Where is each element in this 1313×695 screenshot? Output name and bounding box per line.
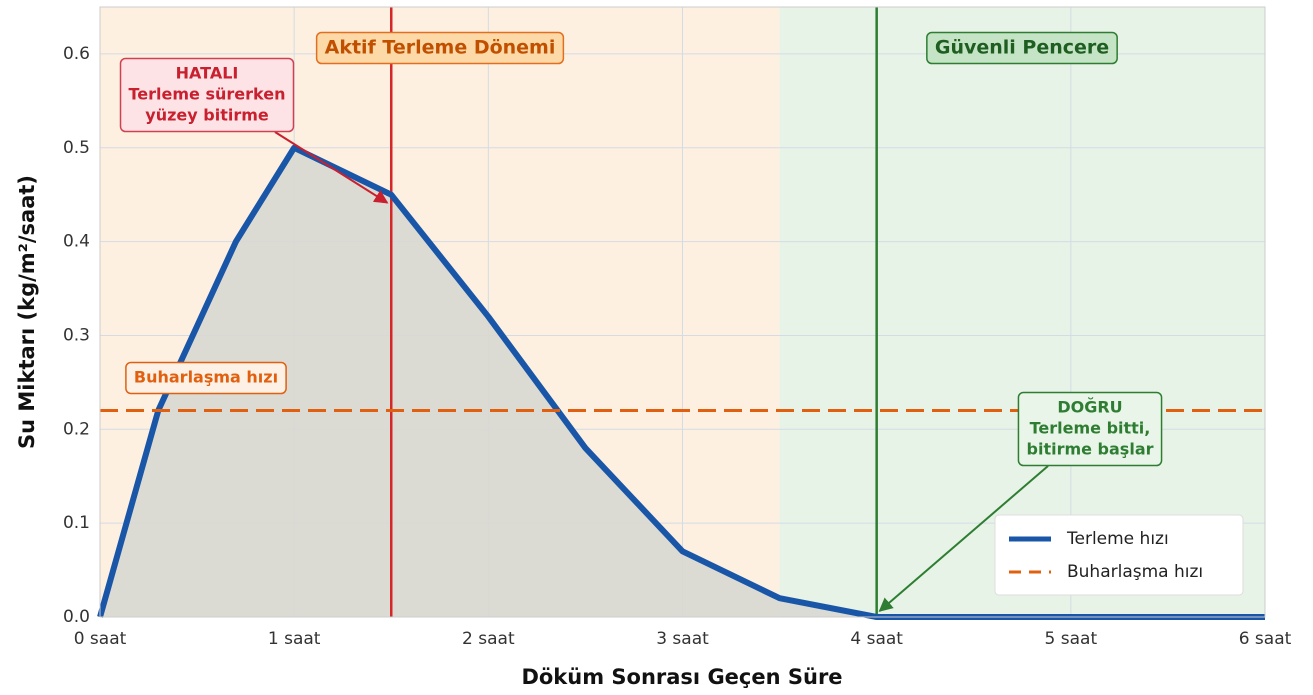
plot-frame — [99, 6, 1266, 618]
x-tick-label: 6 saat — [1239, 629, 1292, 649]
x-tick-label: 4 saat — [850, 629, 903, 649]
y-tick-label: 0.5 — [63, 138, 90, 158]
region-label: Aktif Terleme Dönemi — [315, 31, 565, 65]
annotation-text: Terleme sürerken — [129, 85, 286, 104]
region-label-box — [926, 31, 1118, 65]
y-tick-label: 0.1 — [63, 513, 90, 533]
y-tick-label: 0.3 — [63, 325, 90, 345]
region-label-box — [315, 31, 565, 65]
annotation-text: HATALI — [176, 64, 239, 83]
annotation-text: Terleme bitti, — [1030, 419, 1151, 438]
annotation-text: DOĞRU — [1057, 398, 1122, 417]
x-tick-label: 3 saat — [656, 629, 709, 649]
annotation-text: bitirme başlar — [1027, 440, 1154, 459]
x-tick-label: 2 saat — [462, 629, 515, 649]
y-tick-label: 0.0 — [63, 607, 90, 627]
x-tick-label: 5 saat — [1045, 629, 1098, 649]
annotation-box — [1017, 391, 1163, 467]
annotation-text: yüzey bitirme — [145, 106, 269, 125]
legend-label: Buharlaşma hızı — [1067, 562, 1203, 582]
y-tick-label: 0.2 — [63, 419, 90, 439]
region-label-text: Aktif Terleme Dönemi — [325, 37, 556, 59]
legend-label: Terleme hızı — [1066, 529, 1169, 549]
annotation-box — [125, 361, 287, 395]
y-tick-label: 0.4 — [63, 232, 90, 252]
annotation: HATALI Terleme sürerken yüzey bitirme — [119, 57, 295, 133]
y-axis-label: Su Miktarı (kg/m²/saat) — [15, 175, 39, 449]
y-tick-label: 0.6 — [63, 44, 90, 64]
annotation: Buharlaşma hızı — [125, 361, 287, 395]
annotation: DOĞRU Terleme bitti, bitirme başlar — [1017, 391, 1163, 467]
x-tick-label: 0 saat — [74, 629, 127, 649]
x-axis-label: Döküm Sonrası Geçen Süre — [521, 665, 842, 689]
legend-box — [994, 514, 1244, 596]
arrow — [878, 465, 1049, 612]
x-tick-label: 1 saat — [268, 629, 321, 649]
annotation-text: Buharlaşma hızı — [134, 368, 278, 387]
region-label-text: Güvenli Pencere — [935, 37, 1109, 59]
annotation-box — [119, 57, 295, 133]
region-label: Güvenli Pencere — [926, 31, 1118, 65]
line — [97, 144, 1265, 620]
arrow — [274, 131, 389, 204]
